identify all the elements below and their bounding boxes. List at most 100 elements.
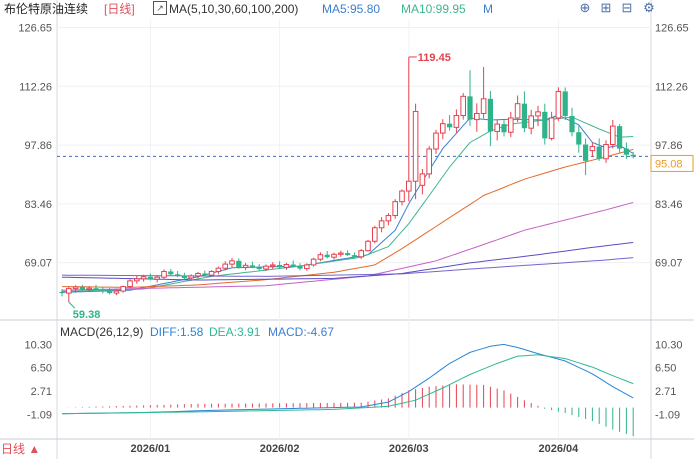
candle-body (576, 132, 582, 145)
candle (467, 70, 473, 126)
candle-body (589, 146, 596, 152)
candle-body (542, 111, 548, 139)
candle (501, 120, 507, 137)
macd-tick-label-right: -1.09 (655, 409, 680, 421)
candle (617, 124, 623, 153)
candle-body (270, 264, 276, 267)
macd-dea-line (61, 354, 634, 415)
candle (161, 269, 167, 279)
macd-label: MACD(26,12,9) (60, 325, 144, 339)
crosshair-icon[interactable]: ⊕ (579, 0, 591, 15)
candle-body (86, 287, 93, 290)
candle-body (147, 276, 153, 280)
candle-body (596, 146, 602, 159)
candle (433, 129, 439, 154)
period-switch-button[interactable]: 日线 ▲ (1, 442, 41, 456)
candle-body (345, 253, 351, 256)
candle-body (385, 215, 392, 222)
candle-body (528, 115, 535, 129)
candle (195, 271, 201, 279)
candle-body (338, 252, 344, 255)
candle (528, 109, 535, 135)
high-label: 119.45 (418, 52, 451, 64)
macd-tick-label-left: 2.71 (31, 386, 52, 398)
candle (474, 103, 480, 132)
candle (630, 151, 636, 159)
settings-icon[interactable]: ⚙ (643, 0, 655, 15)
candle-body (453, 115, 460, 128)
candle (589, 142, 596, 157)
candle (392, 199, 398, 219)
period-label[interactable]: [日线] (104, 2, 135, 16)
axis-labels: 126.65 126.65 112.26 112.26 97.86 97.86 83.46 8… (18, 23, 694, 455)
last-price-label: 95.08 (655, 158, 683, 170)
candle-body (229, 260, 235, 265)
low-marker (68, 301, 76, 309)
candle (514, 95, 521, 123)
macd-value: MACD:-4.67 (268, 325, 335, 339)
ma5-value: MA5:95.80 (322, 2, 381, 16)
candle (59, 289, 65, 297)
candle (86, 286, 93, 292)
candle (270, 262, 276, 270)
macd-tick-label-right: 10.30 (655, 339, 683, 351)
price-tick-label-right: 126.65 (655, 23, 689, 35)
candle-body (113, 290, 120, 294)
candle-body (569, 115, 575, 133)
ma-line-ma200 (61, 257, 634, 277)
candle (555, 87, 562, 121)
candle (372, 225, 378, 244)
price-tick-label-left: 69.07 (24, 258, 52, 270)
candle (548, 111, 555, 141)
candle-body (514, 103, 521, 119)
zoom-out-icon[interactable]: ⊟ (621, 0, 633, 15)
candle (304, 263, 310, 271)
candle-body (236, 260, 242, 268)
candle (297, 263, 303, 271)
candle (338, 250, 344, 257)
candle (385, 213, 392, 226)
candle-body (181, 275, 187, 278)
candle-body (66, 288, 72, 294)
candle-body (378, 220, 385, 229)
macd-tick-label-left: 6.50 (31, 363, 52, 375)
candle (460, 93, 466, 120)
grid-lines (57, 20, 651, 439)
candle (208, 270, 215, 277)
candle-body (508, 117, 514, 133)
candle-body (617, 126, 623, 149)
candle-body (419, 173, 426, 186)
candle (290, 260, 296, 268)
ma-settings-label: MA(5,10,30,60,100,200) (169, 2, 299, 16)
low-label: 59.38 (73, 309, 101, 321)
candle-body (372, 227, 378, 242)
price-tick-label-right: 83.46 (655, 199, 683, 211)
candle (100, 286, 106, 294)
candle (140, 274, 147, 282)
candle (147, 273, 153, 281)
candle (202, 270, 208, 277)
candle-body (263, 265, 269, 270)
price-tick-label-left: 112.26 (19, 81, 52, 93)
candle-body (161, 270, 167, 278)
candle (236, 258, 242, 269)
price-tick-label-right: 69.07 (655, 258, 683, 270)
candle (66, 286, 72, 303)
candle (487, 91, 493, 147)
candle (494, 119, 500, 141)
candle (120, 285, 127, 293)
zoom-in-icon[interactable]: ⊞ (600, 0, 612, 15)
candle-body (256, 266, 262, 270)
candle (93, 284, 99, 292)
time-tick-label: 2026/04 (539, 443, 580, 455)
candle (256, 264, 262, 271)
candle-body (93, 288, 99, 291)
ma-settings-icon[interactable]: ↗ (153, 1, 167, 15)
macd-histogram (68, 384, 634, 437)
candle (134, 275, 140, 284)
candle (365, 240, 371, 252)
candle (181, 272, 187, 280)
candle (324, 251, 330, 259)
